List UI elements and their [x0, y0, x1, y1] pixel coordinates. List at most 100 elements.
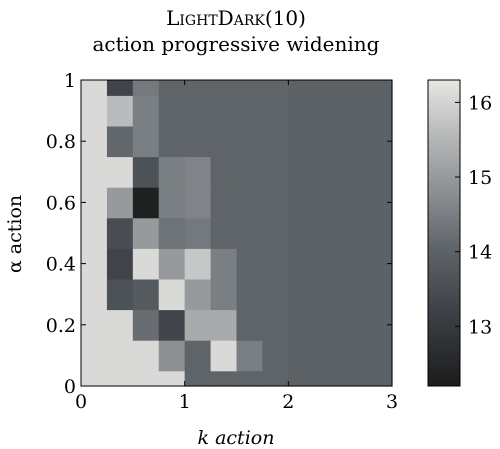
- heatmap-cell: [132, 187, 160, 219]
- heatmap-cell: [288, 309, 315, 341]
- heatmap-cell: [158, 125, 186, 158]
- heatmap-cell: [106, 217, 134, 249]
- heatmap-cell: [158, 340, 186, 372]
- heatmap-cell: [132, 95, 160, 127]
- x-tick-label: 3: [386, 391, 398, 413]
- heatmap-cell: [132, 217, 160, 249]
- heatmap-cell: [340, 248, 367, 280]
- x-axis-label: k action: [198, 427, 275, 449]
- heatmap-cell: [132, 80, 160, 96]
- heatmap-cell: [184, 340, 212, 372]
- heatmap-cell: [340, 278, 367, 311]
- heatmap-cell: [262, 370, 289, 387]
- heatmap-cell: [106, 187, 134, 219]
- heatmap-cell: [184, 156, 212, 188]
- heatmap-cell: [106, 278, 134, 311]
- heatmap-cell: [132, 125, 160, 158]
- heatmap-cell: [210, 278, 238, 311]
- heatmap-cell: [158, 217, 186, 249]
- heatmap-cell: [288, 187, 315, 219]
- heatmap-cell: [314, 370, 341, 387]
- heatmap-cell: [132, 340, 160, 372]
- heatmap-cell: [158, 278, 186, 311]
- heatmap-cell: [184, 217, 212, 249]
- heatmap-cell: [81, 95, 108, 127]
- heatmap-cell: [236, 187, 264, 219]
- y-tick-label: 0.4: [46, 254, 76, 276]
- heatmap-cell: [132, 248, 160, 280]
- heatmap-cell: [262, 340, 289, 372]
- heatmap-cell: [314, 217, 341, 249]
- y-tick-label: 0.2: [46, 315, 76, 337]
- heatmap-cell: [288, 95, 315, 127]
- heatmap-cell: [210, 248, 238, 280]
- heatmap-cell: [236, 248, 264, 280]
- heatmap-cell: [132, 309, 160, 341]
- heatmap-cell: [314, 309, 341, 341]
- heatmap-cell: [132, 156, 160, 188]
- heatmap-cell: [184, 125, 212, 158]
- heatmap-cell: [262, 278, 289, 311]
- heatmap-cell: [106, 125, 134, 158]
- y-tick-label: 1: [64, 70, 76, 92]
- heatmap-cell: [210, 217, 238, 249]
- heatmap-cell: [314, 80, 341, 96]
- colorbar-tick-label: 15: [468, 167, 492, 189]
- heatmap-cell: [236, 125, 264, 158]
- heatmap-cell: [340, 187, 367, 219]
- heatmap-cell: [366, 278, 393, 311]
- x-tick-label: 1: [179, 391, 191, 413]
- heatmap-cell: [210, 156, 238, 188]
- heatmap-cell: [340, 95, 367, 127]
- heatmap-cell: [262, 156, 289, 188]
- colorbar-tick-label: 14: [468, 242, 492, 264]
- colorbar-tick-label: 13: [468, 316, 492, 338]
- heatmap-cell: [106, 95, 134, 127]
- heatmap-cell: [210, 187, 238, 219]
- heatmap-cell: [288, 278, 315, 311]
- heatmap-cell: [366, 370, 393, 387]
- plot-frame: [80, 79, 393, 387]
- heatmap-cell: [158, 309, 186, 341]
- heatmap-cell: [262, 217, 289, 249]
- y-tick-label: 0.8: [46, 131, 76, 153]
- heatmap-cell: [340, 309, 367, 341]
- heatmap-cell: [132, 278, 160, 311]
- heatmap-cell: [340, 80, 367, 96]
- heatmap-cell: [288, 217, 315, 249]
- heatmap-cell: [236, 80, 264, 96]
- heatmap-cell: [288, 340, 315, 372]
- heatmap-cell: [210, 309, 238, 341]
- heatmap-cell: [106, 370, 134, 387]
- heatmap-cell: [210, 340, 238, 372]
- heatmap-cell: [314, 278, 341, 311]
- heatmap-cell: [158, 95, 186, 127]
- heatmap-cell: [340, 125, 367, 158]
- heatmap-cell: [314, 187, 341, 219]
- heatmap-cell: [158, 80, 186, 96]
- heatmap-cell: [81, 217, 108, 249]
- heatmap-cell: [210, 80, 238, 96]
- heatmap-cell: [184, 278, 212, 311]
- heatmap-cell: [314, 248, 341, 280]
- colorbar: [427, 79, 461, 387]
- heatmap-cell: [210, 125, 238, 158]
- y-tick-label: 0.6: [46, 192, 76, 214]
- heatmap-cell: [81, 340, 108, 372]
- heatmap-cell: [262, 309, 289, 341]
- heatmap-cell: [106, 248, 134, 280]
- heatmap-cell: [314, 125, 341, 158]
- heatmap-cell: [184, 95, 212, 127]
- heatmap-cell: [158, 156, 186, 188]
- chart-subtitle: action progressive widening: [92, 32, 380, 56]
- heatmap-cell: [288, 370, 315, 387]
- heatmap-cell: [236, 370, 264, 387]
- heatmap-cell: [81, 156, 108, 188]
- heatmap-cell: [288, 125, 315, 158]
- heatmap-cell: [81, 370, 108, 387]
- y-axis-label: α action: [4, 195, 26, 273]
- x-tick-label: 0: [75, 391, 87, 413]
- heatmap-cell: [210, 95, 238, 127]
- heatmap-cell: [366, 156, 393, 188]
